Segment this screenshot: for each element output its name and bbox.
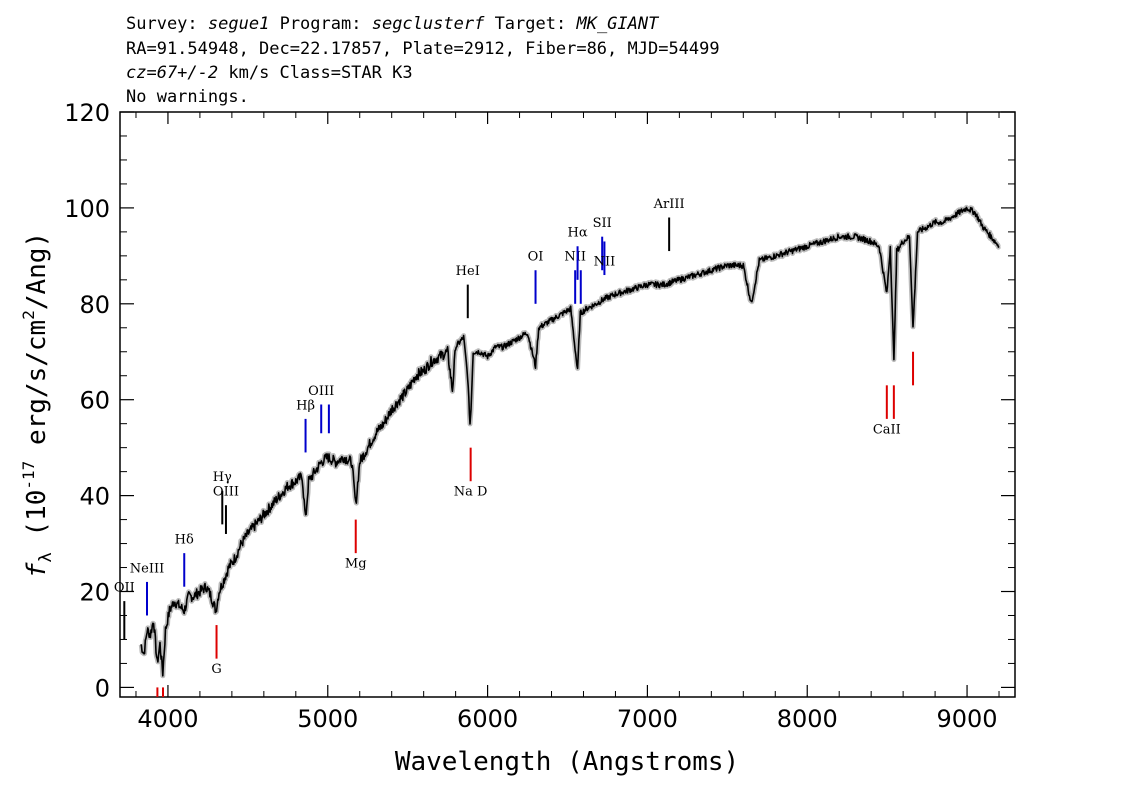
- x-tick-label: 6000: [457, 705, 518, 733]
- y-tick-label: 100: [64, 195, 110, 223]
- x-tick-label: 8000: [777, 705, 838, 733]
- plot-frame: [119, 111, 1016, 698]
- spectrum: [138, 204, 1001, 679]
- x-axis-label: Wavelength (Angstroms): [395, 747, 739, 777]
- y-tick-label: 120: [64, 99, 110, 127]
- emission-line-label: ArIII: [653, 197, 685, 212]
- emission-line-label: OIII: [308, 384, 334, 399]
- emission-line-label: NeIII: [130, 561, 164, 576]
- header-line-2: RA=91.54948, Dec=22.17857, Plate=2912, F…: [126, 39, 720, 59]
- absorption-line-label: Mg: [345, 557, 367, 572]
- header-line-1: Survey: segue1 Program: segclusterf Targ…: [126, 14, 660, 34]
- emission-line-label: Hδ: [175, 533, 194, 548]
- emission-line-label: NII: [594, 254, 616, 269]
- y-axis-label: fλ (10-17 erg/s/cm2/Ang): [19, 232, 56, 578]
- header-line-4: No warnings.: [126, 87, 249, 107]
- axis-tick-labels: 4000 5000 6000 7000 8000 9000 0 20 40 60 80 100 120: [64, 99, 997, 733]
- emission-line-label: OII: [114, 581, 135, 596]
- emission-line-label: SII: [593, 216, 612, 231]
- x-tick-label: 5000: [297, 705, 358, 733]
- x-tick-label: 9000: [937, 705, 998, 733]
- spectrum-flux-line: [140, 206, 1000, 677]
- emission-line-label: Hγ: [213, 470, 232, 485]
- y-tick-label: 60: [79, 387, 110, 415]
- y-tick-label: 20: [79, 579, 110, 607]
- absorption-line-label: Na D: [454, 485, 488, 500]
- x-tick-label: 4000: [137, 705, 198, 733]
- emission-line-label: OI: [528, 250, 544, 265]
- absorption-line-label: CaII: [873, 422, 901, 437]
- emission-line-label: OIII: [213, 485, 239, 500]
- x-tick-label: 7000: [617, 705, 678, 733]
- header-line-3: cz=67+/-2 km/s Class=STAR K3: [126, 63, 413, 83]
- axis-ticks: [120, 111, 1015, 697]
- emission-line-label: HeI: [456, 264, 480, 279]
- y-tick-label: 40: [79, 483, 110, 511]
- y-tick-label: 80: [79, 291, 110, 319]
- emission-line-label: Hα: [568, 226, 588, 241]
- spectrum-error-band: [138, 204, 1001, 679]
- absorption-line-label: G: [211, 662, 221, 677]
- emission-line-label: Hβ: [296, 398, 315, 413]
- y-tick-label: 0: [95, 674, 110, 702]
- emission-line-label: NII: [564, 250, 586, 265]
